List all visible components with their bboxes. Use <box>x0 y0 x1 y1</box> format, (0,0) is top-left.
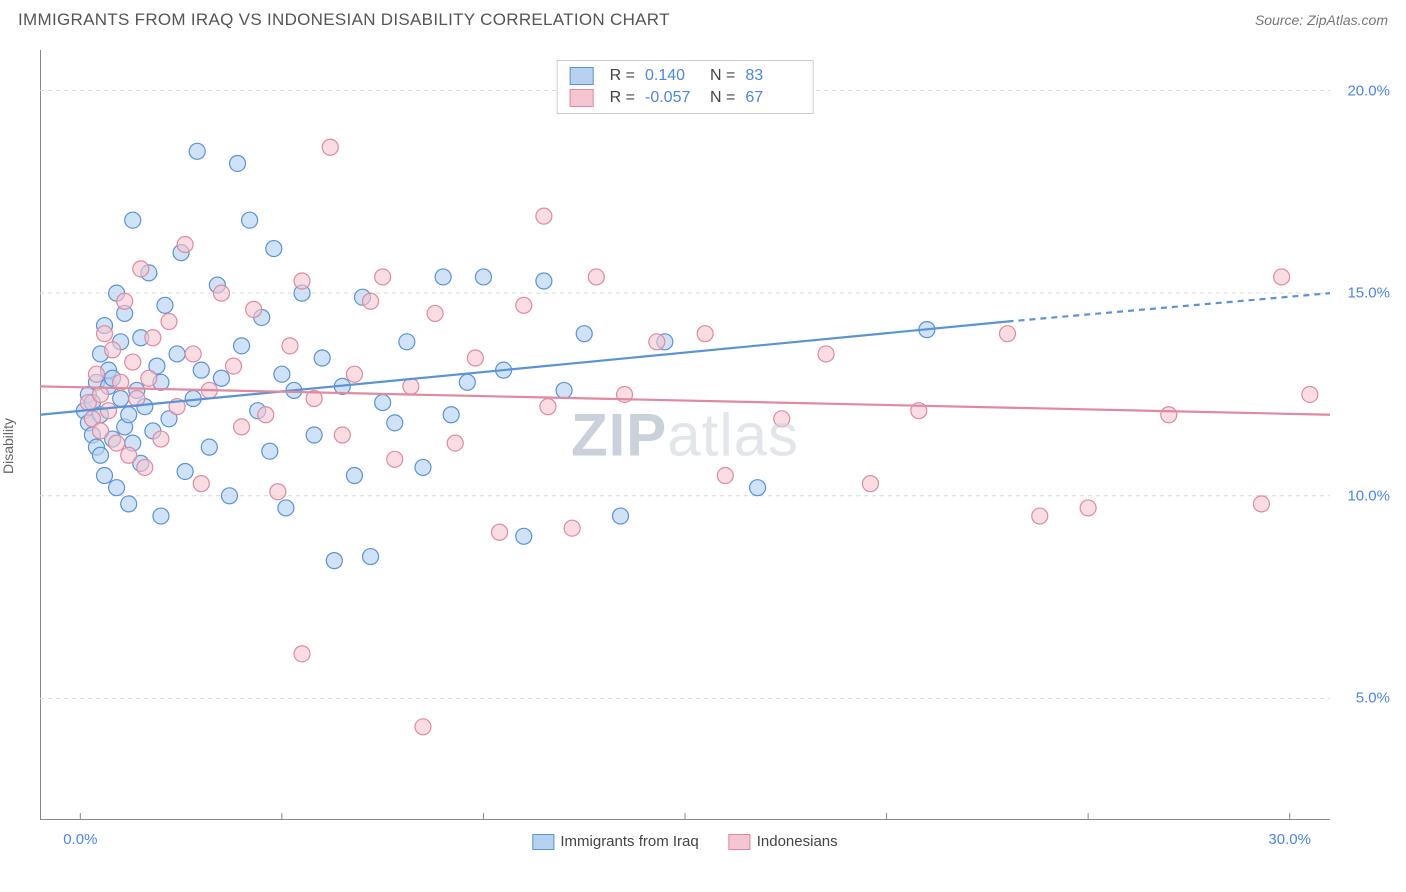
r-label: R = <box>610 89 635 107</box>
n-value: 83 <box>745 67 800 85</box>
y-tick-label: 20.0% <box>1335 82 1390 99</box>
r-label: R = <box>610 67 635 85</box>
source-label: Source: ZipAtlas.com <box>1255 12 1388 28</box>
legend-swatch <box>570 67 594 85</box>
legend-swatch <box>570 89 594 107</box>
n-value: 67 <box>745 89 800 107</box>
legend-item: Immigrants from Iraq <box>532 833 698 850</box>
n-label: N = <box>710 67 735 85</box>
x-tick-label: 0.0% <box>63 831 97 848</box>
legend-swatch <box>729 834 751 850</box>
scatter-plot-svg <box>40 50 1330 820</box>
correlation-legend-row: R = 0.140 N = 83 <box>570 65 801 87</box>
correlation-legend-row: R = -0.057 N = 67 <box>570 87 801 109</box>
y-tick-label: 5.0% <box>1335 690 1390 707</box>
series-legend: Immigrants from Iraq Indonesians <box>532 833 837 850</box>
legend-swatch <box>532 834 554 850</box>
y-tick-label: 10.0% <box>1335 487 1390 504</box>
r-value: 0.140 <box>645 67 700 85</box>
x-tick-label: 30.0% <box>1268 831 1311 848</box>
y-tick-label: 15.0% <box>1335 285 1390 302</box>
legend-item: Indonesians <box>729 833 838 850</box>
n-label: N = <box>710 89 735 107</box>
legend-label: Indonesians <box>757 833 838 850</box>
legend-label: Immigrants from Iraq <box>560 833 698 850</box>
y-axis-label: Disability <box>0 418 16 474</box>
chart-title: IMMIGRANTS FROM IRAQ VS INDONESIAN DISAB… <box>18 10 670 30</box>
correlation-legend: R = 0.140 N = 83 R = -0.057 N = 67 <box>557 60 814 114</box>
r-value: -0.057 <box>645 89 700 107</box>
plot-area: ZIPatlas R = 0.140N = 83R = -0.057N = 67… <box>40 50 1330 820</box>
